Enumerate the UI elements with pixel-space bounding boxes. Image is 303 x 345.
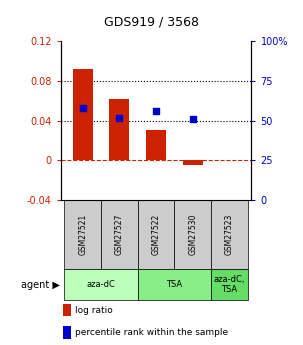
Bar: [138, 200, 175, 269]
Bar: [62, 304, 71, 316]
Point: [190, 116, 195, 122]
Text: aza-dC,
TSA: aza-dC, TSA: [214, 275, 245, 294]
Text: log ratio: log ratio: [75, 306, 113, 315]
Text: agent ▶: agent ▶: [21, 280, 60, 289]
Bar: [146, 130, 166, 160]
Bar: [64, 269, 138, 300]
Text: TSA: TSA: [166, 280, 182, 289]
Text: GSM27523: GSM27523: [225, 214, 234, 255]
Bar: [101, 200, 138, 269]
Text: GSM27522: GSM27522: [152, 214, 161, 255]
Bar: [62, 326, 71, 339]
Point: [154, 108, 158, 114]
Text: GSM27527: GSM27527: [115, 214, 124, 255]
Bar: [175, 200, 211, 269]
Text: aza-dC: aza-dC: [87, 280, 115, 289]
Point: [80, 105, 85, 111]
Bar: [211, 200, 248, 269]
Bar: [138, 269, 211, 300]
Bar: [211, 269, 248, 300]
Text: GDS919 / 3568: GDS919 / 3568: [104, 16, 199, 29]
Text: GSM27530: GSM27530: [188, 214, 197, 255]
Text: GSM27521: GSM27521: [78, 214, 87, 255]
Bar: [109, 99, 129, 160]
Bar: [72, 69, 93, 160]
Text: percentile rank within the sample: percentile rank within the sample: [75, 328, 228, 337]
Point: [117, 115, 122, 120]
Bar: [183, 160, 203, 165]
Bar: [64, 200, 101, 269]
